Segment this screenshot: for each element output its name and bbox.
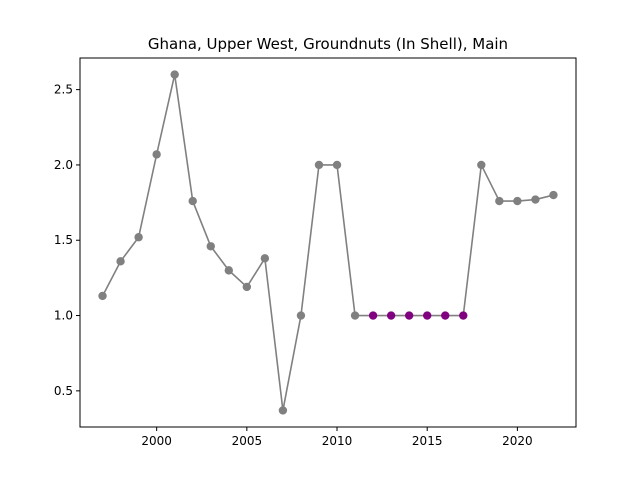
data-point [278, 406, 288, 415]
highlighted-data-point [441, 311, 450, 320]
y-tick-label: 2.0 [54, 158, 73, 172]
data-point [188, 196, 197, 206]
x-tick-label: 2010 [322, 434, 353, 448]
x-tick-label: 2015 [412, 434, 443, 448]
data-point [170, 70, 179, 79]
data-point [296, 311, 306, 320]
highlighted-data-point [404, 311, 414, 320]
y-axis-ticks: 0.5 1.0 1.5 2.0 2.5 [54, 83, 80, 398]
data-point [513, 196, 522, 206]
data-point [477, 160, 486, 170]
data-point [350, 311, 360, 320]
data-point [98, 291, 107, 301]
x-tick-label: 2005 [232, 434, 263, 448]
plot-area-frame [79, 57, 577, 428]
data-point [224, 266, 233, 275]
highlighted-data-point [368, 311, 378, 320]
data-point [152, 150, 161, 159]
data-point [260, 254, 270, 263]
y-tick-label: 2.5 [54, 83, 73, 97]
data-point [332, 160, 342, 170]
x-tick-label: 2020 [502, 434, 533, 448]
chart-title: Ghana, Upper West, Groundnuts (In Shell)… [148, 35, 508, 53]
data-point [206, 242, 215, 251]
series-line [101, 73, 554, 412]
data-point [116, 257, 125, 266]
data-point [549, 190, 558, 200]
data-point [242, 282, 252, 292]
highlighted-data-point [386, 311, 396, 320]
data-point [531, 195, 540, 204]
y-tick-label: 1.0 [54, 309, 73, 323]
data-point [134, 233, 143, 242]
y-tick-label: 1.5 [54, 233, 73, 247]
series-layer [98, 70, 558, 415]
highlighted-data-point [459, 311, 468, 320]
data-point [495, 196, 504, 206]
highlighted-data-point [423, 311, 432, 320]
x-axis-ticks: 2000 2005 2010 2015 2020 [141, 427, 533, 448]
y-tick-label: 0.5 [54, 384, 73, 398]
data-point [314, 160, 324, 170]
x-tick-label: 2000 [141, 434, 172, 448]
